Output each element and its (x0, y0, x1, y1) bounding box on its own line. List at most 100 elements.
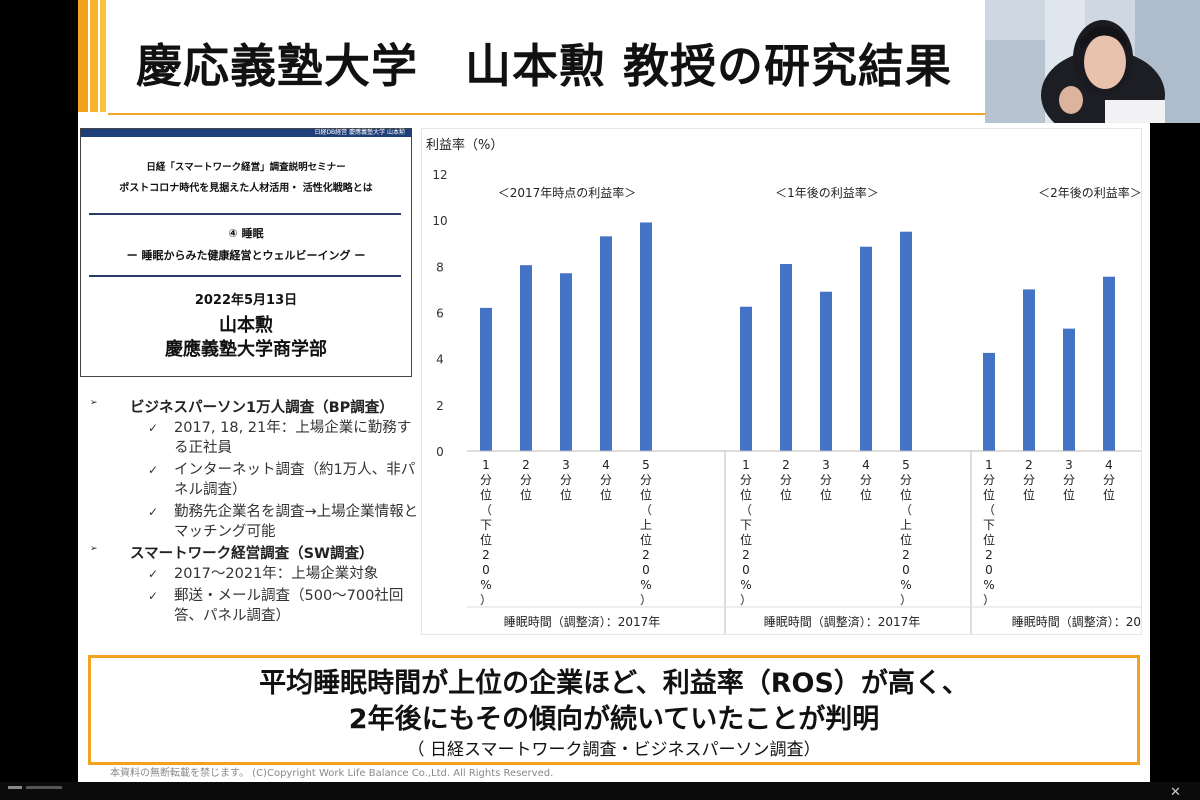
bullet-label: スマートワーク経営調査（SW調査） (130, 546, 374, 562)
x-tick-label: 位 (600, 487, 612, 502)
sub-bullet-text: 2017, 18, 21年：上場企業に勤務する正社員 (174, 420, 412, 456)
x-tick-label: 位 (480, 532, 492, 547)
x-tick-label: （ (640, 503, 652, 517)
x-tick-label: 分 (1023, 473, 1035, 487)
x-tick-label: 分 (983, 473, 995, 487)
x-tick-label: ） (640, 593, 652, 607)
x-tick-label: 2 (642, 548, 650, 562)
y-tick-label: 8 (436, 260, 444, 274)
panel-title: ＜1年後の利益率＞ (775, 185, 879, 200)
x-tick-label: （ (480, 503, 492, 517)
y-tick-label: 4 (436, 353, 444, 367)
sub-bullet: ✓ 郵送・メール調査（500～700社回答、パネル調査） (148, 586, 424, 626)
bar-chart-svg: 利益率（%）024681012＜2017年時点の利益率＞1分位（下位20%）2分… (426, 137, 1150, 634)
profit-rate-chart: 利益率（%） 0 2 4 6 8 10 12 ＜2017年時点の利益率＞ 1 分位（下位 2 0%） 2 分… (421, 128, 1150, 635)
x-tick-label: 下 (480, 518, 492, 532)
bullet-label: ビジネスパーソン1万人調査（BP調査） (130, 400, 394, 416)
x-tick-label: 上 (640, 518, 652, 532)
x-tick-label: 2 (522, 458, 530, 472)
presenter-avatar-icon (985, 0, 1200, 123)
x-tick-label: 位 (900, 532, 912, 547)
x-tick-label: ） (740, 593, 752, 607)
callout-line-1: 平均睡眠時間が上位の企業ほど、利益率（ROS）が高く、 (259, 668, 969, 699)
data-bar (780, 264, 792, 451)
sub-bullet: ✓ インターネット調査（約1万人、非パネル調査） (148, 460, 424, 500)
x-tick-label: 3 (562, 458, 570, 472)
copyright-notice: 本資料の無断転載を禁じます。 (C)Copyright Work Life Ba… (110, 768, 554, 779)
x-axis-label: 睡眠時間（調整済）：2017年 (764, 614, 921, 629)
x-tick-label: 4 (1105, 458, 1113, 472)
data-bar (983, 352, 995, 451)
data-bar (600, 236, 612, 451)
x-tick-label: （ (740, 503, 752, 517)
y-tick-label: 6 (436, 307, 444, 321)
x-tick-label: （ (900, 503, 912, 517)
sub-bullet: ✓ 2017～2021年：上場企業対象 (148, 564, 424, 584)
cover-divider (89, 275, 401, 277)
check-icon: ✓ (148, 463, 159, 477)
x-tick-label: 1 (742, 458, 750, 472)
data-bar (520, 265, 532, 451)
cover-theme-line: ポストコロナ時代を見据えた人材活用・ 活性化戦略とは (119, 183, 373, 194)
x-tick-label: 位 (780, 487, 792, 502)
arrow-bullet-icon: ➢ (90, 544, 98, 554)
cover-divider (89, 213, 401, 215)
panel-title: ＜2017年時点の利益率＞ (498, 185, 637, 200)
cover-subtitle: ー 睡眠からみた健康経営とウェルビーイング ー (126, 249, 366, 262)
x-tick-label: 位 (740, 532, 752, 547)
x-tick-label: 0 (985, 563, 993, 577)
x-tick-label: 分 (860, 473, 872, 487)
cover-seminar-line: 日経「スマートワーク経営」調査説明セミナー (146, 162, 346, 173)
x-tick-label: 分 (740, 473, 752, 487)
x-tick-label: % (983, 578, 994, 592)
presentation-slide: 慶応義塾大学 山本勲 教授の研究結果 日経DB経営 慶應義塾大学 山本勲 日経「… (78, 0, 1150, 800)
x-tick-label: 位 (740, 487, 752, 502)
accent-stripe (78, 0, 88, 112)
sub-bullet-text: 2017～2021年：上場企業対象 (174, 566, 379, 582)
x-tick-label: 分 (520, 473, 532, 487)
x-tick-label: 3 (822, 458, 830, 472)
x-tick-label: 上 (900, 518, 912, 532)
x-tick-label: 0 (742, 563, 750, 577)
y-tick-label: 12 (432, 168, 447, 182)
x-tick-label: 分 (480, 473, 492, 487)
sub-bullet-text: インターネット調査（約1万人、非パネル調査） (174, 462, 416, 498)
x-tick-label: % (900, 578, 911, 592)
callout-line-2: 2年後にもその傾向が続いていたことが判明 (348, 704, 880, 735)
accent-stripe (100, 0, 106, 112)
cover-section: ④ 睡眠 (228, 227, 264, 240)
y-tick-label: 2 (436, 399, 444, 413)
x-tick-label: 0 (642, 563, 650, 577)
panel-title: ＜2年後の利益率＞ (1038, 185, 1141, 200)
y-tick-label: 0 (436, 445, 444, 459)
data-bar (740, 306, 752, 451)
x-tick-label: 2 (482, 548, 490, 562)
x-tick-label: 3 (1065, 458, 1073, 472)
x-tick-label: 1 (985, 458, 993, 472)
x-tick-label: 4 (602, 458, 610, 472)
x-axis-label: 睡眠時間（調整済）：2017年 (1012, 614, 1141, 629)
accent-stripe (90, 0, 98, 112)
cover-date: 2022年5月13日 (194, 293, 298, 308)
callout-source: （ 日経スマートワーク調査・ビジネスパーソン調査） (407, 740, 821, 760)
x-tick-label: 2 (742, 548, 750, 562)
x-tick-label: 1 (482, 458, 490, 472)
sub-bullet: ✓ 勤務先企業名を調査→上場企業情報とマッチング可能 (148, 502, 424, 542)
x-tick-label: 位 (520, 487, 532, 502)
cover-header-strip: 日経DB経営 慶應義塾大学 山本勲 (81, 129, 411, 137)
x-tick-label: 分 (560, 473, 572, 487)
check-icon: ✓ (148, 505, 159, 519)
x-tick-label: 2 (1025, 458, 1033, 472)
x-tick-label: 5 (642, 458, 650, 472)
title-underline (108, 113, 1148, 115)
x-tick-label: % (740, 578, 751, 592)
sub-bullet-text: 勤務先企業名を調査→上場企業情報とマッチング可能 (174, 504, 419, 540)
x-tick-label: % (480, 578, 491, 592)
cover-thumbnail: 日経DB経営 慶應義塾大学 山本勲 日経「スマートワーク経営」調査説明セミナー … (80, 128, 412, 377)
svg-text:✕: ✕ (1170, 785, 1181, 800)
data-bar (1063, 328, 1075, 451)
x-tick-label: 位 (1103, 487, 1115, 502)
check-icon: ✓ (148, 421, 159, 435)
x-tick-label: 2 (782, 458, 790, 472)
x-tick-label: ） (480, 593, 492, 607)
